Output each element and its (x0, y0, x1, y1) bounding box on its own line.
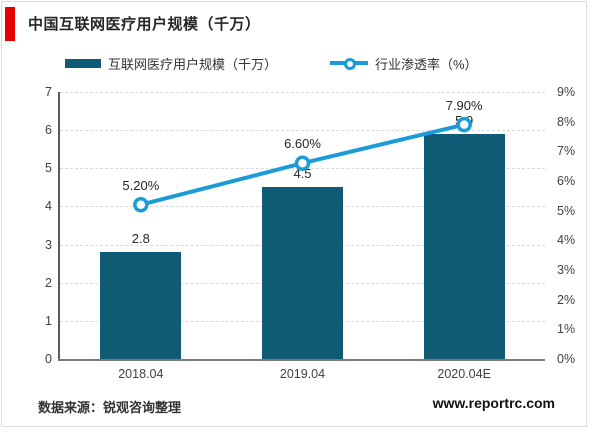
legend-item-user-scale: 互联网医疗用户规模（千万） (65, 54, 277, 72)
y-axis-tick-label: 1 (45, 313, 52, 328)
line-point-marker (133, 196, 149, 213)
right-axis-tick-label: 7% (557, 144, 576, 159)
right-axis-tick-label: 6% (557, 174, 576, 188)
plot-area: 0 1 2 3 4 5 6 7 0% 1% 2% 3% 4% 5% 6% 7% 8% 9% 2018.04 2019.… (45, 85, 575, 381)
y-axis-tick-label: 4 (45, 199, 52, 214)
line-value-label: 5.20% (122, 177, 160, 193)
title-accent-bar (5, 7, 15, 41)
bar-value-label: 2.8 (131, 231, 150, 247)
y-axis-tick-label: 7 (45, 85, 52, 99)
right-axis-tick-label: 1% (557, 322, 576, 337)
chart-title: 中国互联网医疗用户规模（千万） (28, 16, 261, 33)
right-axis-tick-label: 9% (557, 85, 576, 99)
x-axis-label: 2020.04E (437, 367, 491, 381)
legend-label-user-scale: 互联网医疗用户规模（千万） (108, 56, 278, 72)
right-axis-tick-label: 4% (557, 233, 576, 248)
website-label: www.reportrc.com (432, 395, 555, 411)
line-swatch-icon (330, 57, 368, 70)
legend: 互联网医疗用户规模（千万） 行业渗透率（%） (0, 54, 584, 72)
bar (423, 133, 505, 359)
bar (262, 187, 343, 359)
line-point-marker (456, 116, 472, 133)
right-axis-tick-label: 5% (557, 203, 576, 218)
legend-item-penetration: 行业渗透率（%） (330, 54, 478, 72)
y-axis-tick-label: 5 (45, 161, 52, 176)
right-axis-tick-label: 3% (557, 263, 576, 277)
y-axis-tick-label: 0 (45, 352, 52, 366)
line-swatch-marker-icon (344, 58, 356, 70)
right-axis-tick-label: 0% (557, 352, 576, 366)
bar (100, 252, 182, 359)
bar-swatch-icon (65, 58, 101, 68)
line-point-marker (294, 155, 311, 171)
legend-label-penetration: 行业渗透率（%） (375, 56, 478, 72)
x-axis-label: 2018.04 (118, 367, 164, 381)
y-axis-tick-label: 3 (45, 237, 52, 252)
bar-value-label: 4.5 (293, 166, 312, 182)
line-value-label: 7.90% (445, 97, 483, 113)
line-value-label: 6.60% (284, 136, 321, 152)
right-axis-tick-label: 2% (557, 292, 576, 307)
x-axis-label: 2019.04 (279, 367, 326, 381)
x-axis-line (58, 359, 545, 361)
grid-line (60, 130, 545, 132)
y-axis-line (58, 92, 60, 361)
grid-line (60, 92, 545, 93)
y-axis-tick-label: 2 (45, 275, 52, 290)
right-axis-tick-label: 8% (557, 114, 576, 129)
line-series (133, 116, 472, 213)
data-source-note: 数据来源：锐观咨询整理 (38, 400, 182, 415)
y-axis-tick-label: 6 (45, 123, 52, 138)
